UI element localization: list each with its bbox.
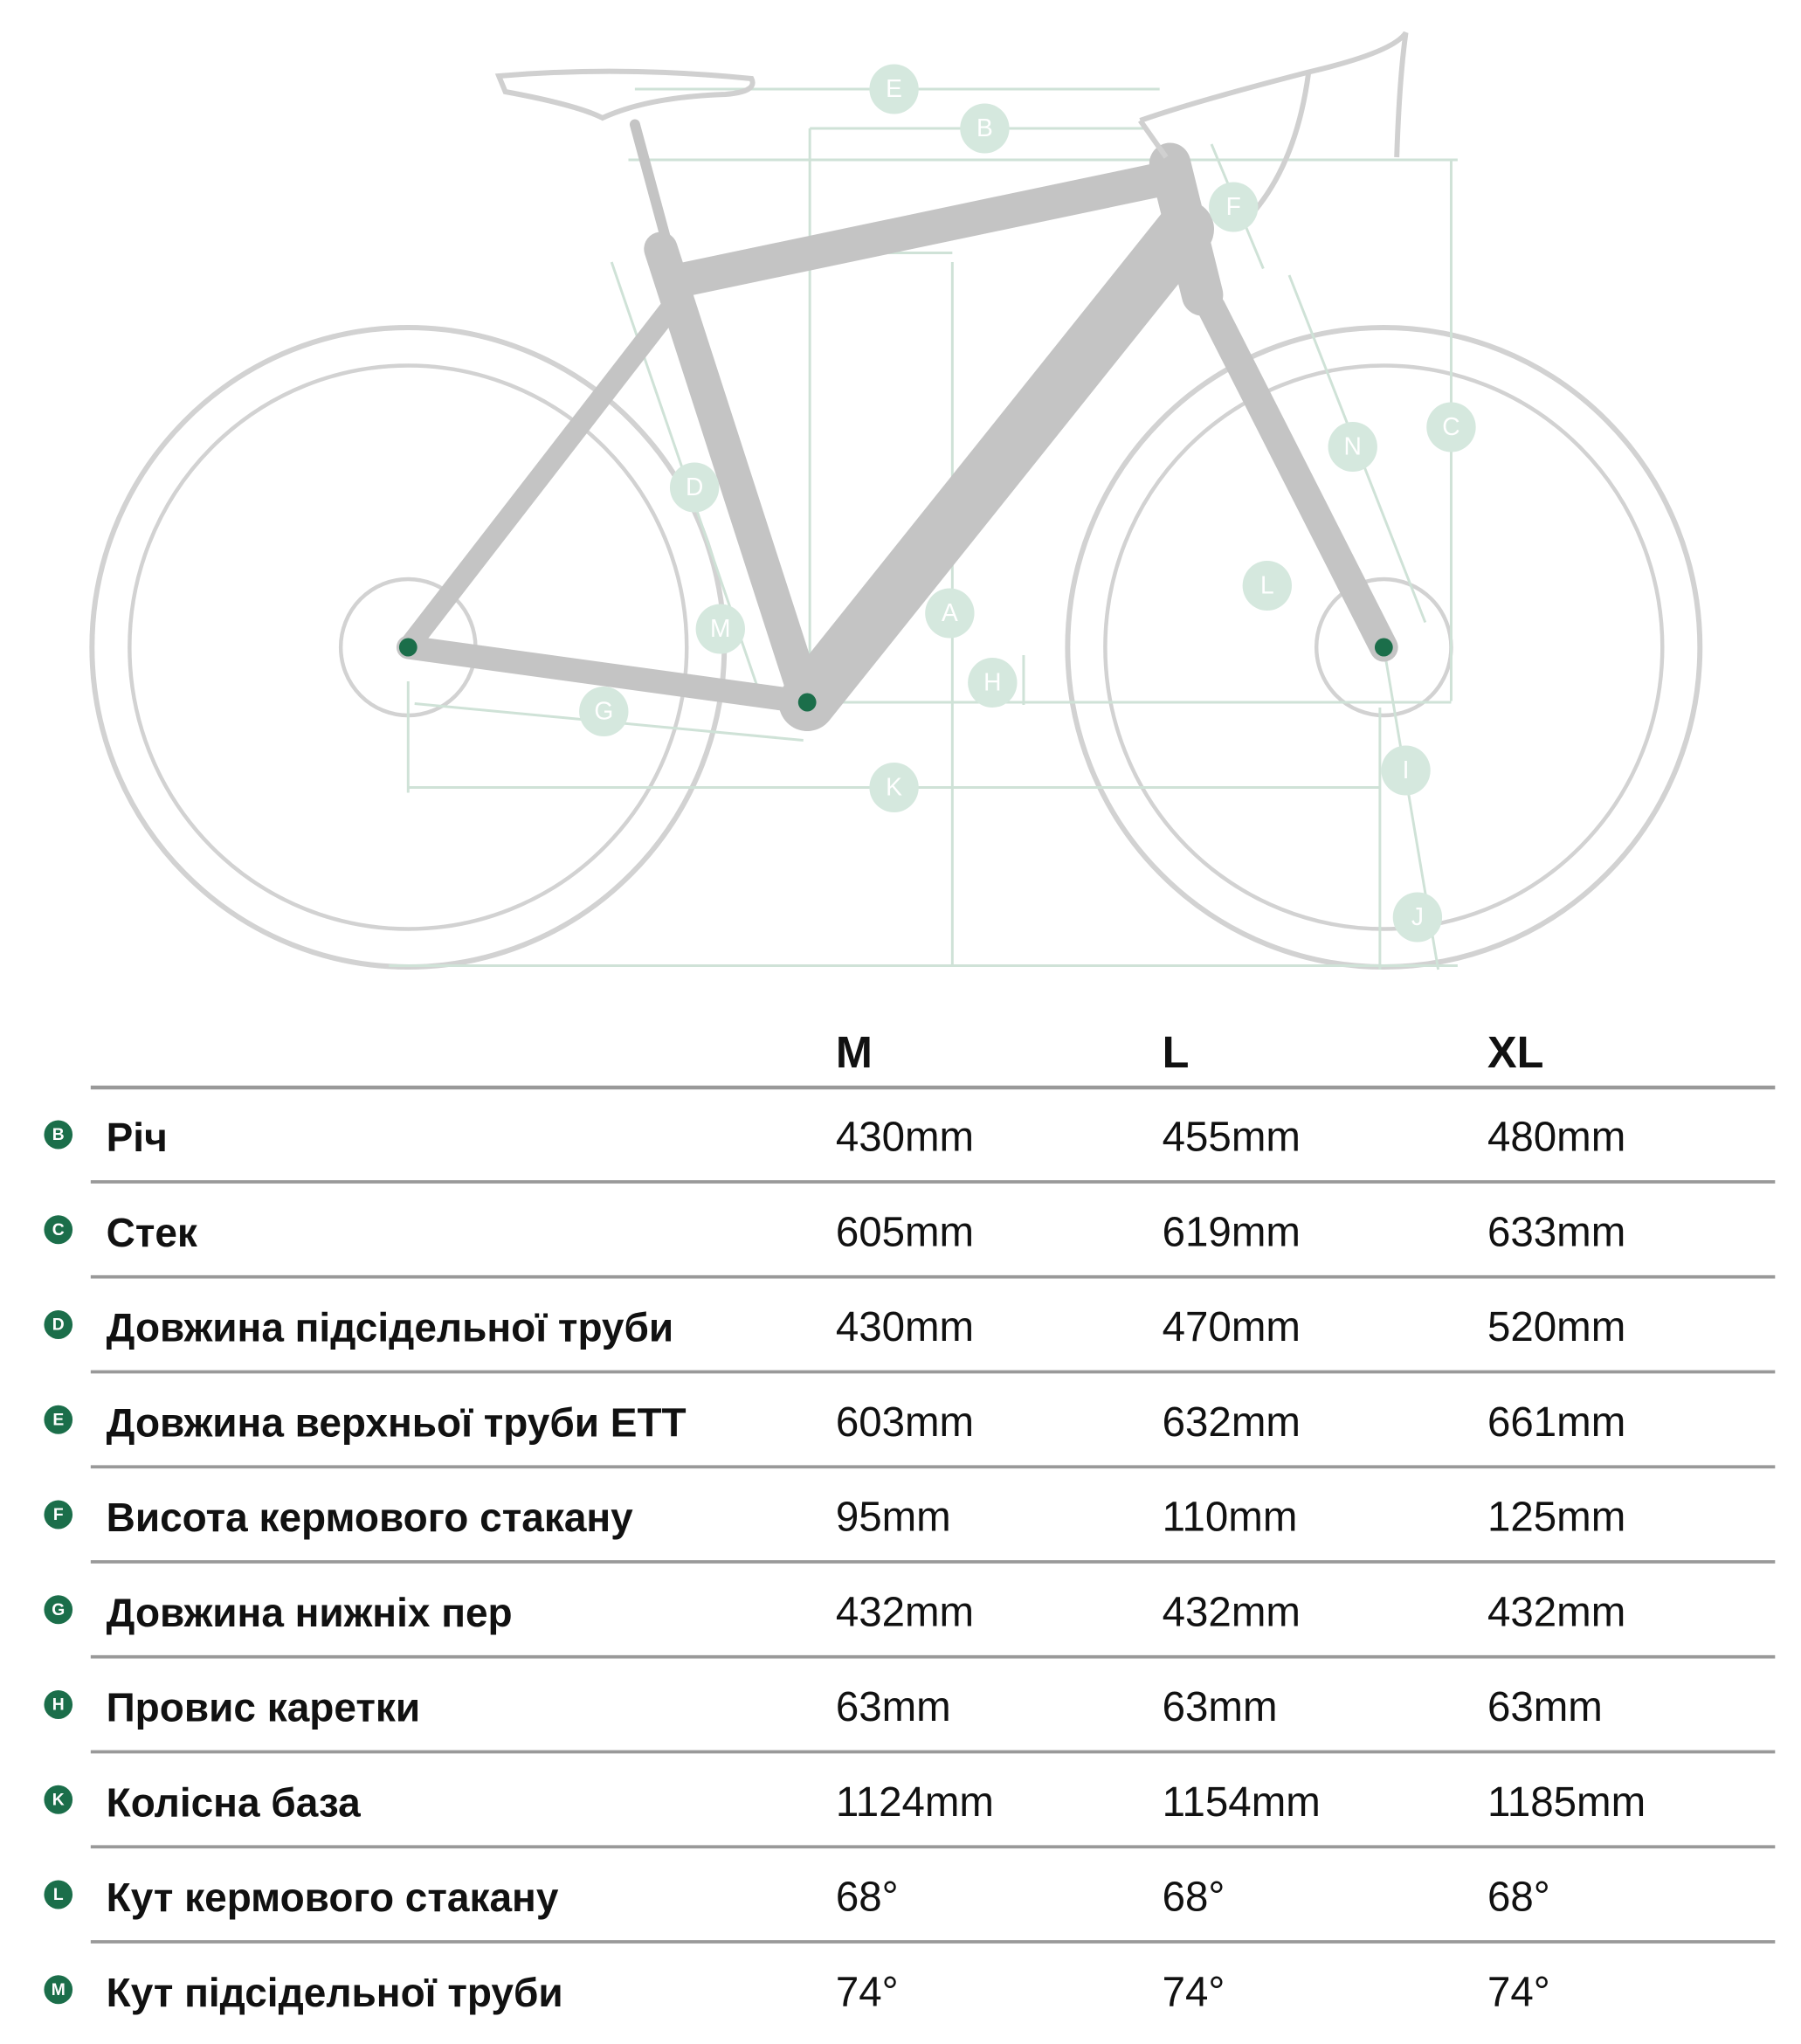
row-value: 1124mm xyxy=(836,1779,994,1826)
dimension-letter: F xyxy=(1226,193,1241,221)
row-value: 1185mm xyxy=(1487,1779,1646,1826)
row-value: 63mm xyxy=(1163,1684,1278,1730)
dimension-badge xyxy=(579,687,629,736)
key-icon xyxy=(44,1880,73,1909)
size-header: XL xyxy=(1487,1027,1543,1077)
dimension-letter: G xyxy=(594,697,613,725)
row-value: 68° xyxy=(1487,1874,1550,1920)
dimension-letter: I xyxy=(1403,756,1410,784)
row-label: Провис каретки xyxy=(107,1684,421,1730)
row-value: 68° xyxy=(1163,1874,1225,1920)
row-value: 632mm xyxy=(1163,1399,1301,1446)
dimension-letter: H xyxy=(983,668,1001,696)
row-value: 125mm xyxy=(1487,1494,1625,1540)
key-letter: B xyxy=(52,1125,65,1144)
row-value: 470mm xyxy=(1163,1304,1301,1350)
row-label: Висота кермового стакану xyxy=(107,1495,633,1540)
dimension-badge xyxy=(869,64,919,114)
key-letter: C xyxy=(52,1220,65,1240)
dimension-letter: C xyxy=(1442,413,1459,441)
dimension-badge xyxy=(960,103,1010,154)
bike-drawing xyxy=(89,31,1703,970)
dimension-badge xyxy=(695,604,745,654)
row-label: Стек xyxy=(107,1210,198,1255)
key-letter: F xyxy=(53,1505,64,1524)
key-icon xyxy=(44,1975,73,2005)
dimension-badge xyxy=(968,658,1018,708)
key-icon xyxy=(44,1215,73,1245)
row-label: Довжина нижніх пер xyxy=(107,1590,513,1635)
dimension-badge xyxy=(925,588,975,639)
row-value: 1154mm xyxy=(1163,1779,1321,1826)
row-value: 432mm xyxy=(1163,1589,1301,1635)
dimension-letter: J xyxy=(1411,903,1424,931)
size-header: M xyxy=(836,1027,873,1077)
dimension-badge xyxy=(1381,745,1431,796)
key-letter: H xyxy=(52,1695,65,1714)
dimension-letter: B xyxy=(976,114,993,142)
row-value: 520mm xyxy=(1487,1304,1625,1350)
key-letter: M xyxy=(52,1980,66,1999)
size-header: L xyxy=(1163,1027,1190,1077)
key-icon xyxy=(44,1120,73,1150)
row-value: 603mm xyxy=(836,1399,974,1446)
row-label: Річ xyxy=(107,1115,168,1160)
row-value: 95mm xyxy=(836,1494,951,1540)
dimension-badge xyxy=(1242,561,1293,611)
dimension-badge xyxy=(869,763,919,812)
row-label: Кут підсідельної труби xyxy=(107,1970,563,2015)
row-value: 63mm xyxy=(836,1684,951,1730)
row-value: 74° xyxy=(1487,1969,1550,2015)
key-icon xyxy=(44,1595,73,1625)
row-value: 74° xyxy=(836,1969,899,2015)
row-value: 432mm xyxy=(1487,1589,1625,1635)
row-value: 633mm xyxy=(1487,1209,1625,1255)
row-value: 74° xyxy=(1163,1969,1225,2015)
dimension-badge xyxy=(1209,182,1259,232)
row-value: 430mm xyxy=(836,1114,974,1160)
row-value: 661mm xyxy=(1487,1399,1625,1446)
row-label: Колісна база xyxy=(107,1779,361,1825)
dimension-letter: L xyxy=(1260,571,1274,599)
key-icon xyxy=(44,1785,73,1814)
dimension-letter: M xyxy=(710,615,730,643)
key-letter: L xyxy=(53,1885,64,1904)
dimension-letter: N xyxy=(1344,432,1362,460)
row-value: 110mm xyxy=(1163,1494,1298,1540)
dimension-letter: D xyxy=(686,473,703,501)
dimension-badge xyxy=(1392,892,1443,943)
row-label: Довжина підсідельної труби xyxy=(107,1304,674,1350)
key-letter: E xyxy=(52,1410,64,1429)
key-icon xyxy=(44,1310,73,1339)
dimension-letter: E xyxy=(886,75,902,103)
row-value: 480mm xyxy=(1487,1114,1625,1160)
dimension-badge xyxy=(669,462,720,513)
key-letter: K xyxy=(52,1790,65,1809)
key-letter: G xyxy=(52,1600,65,1619)
key-letter: D xyxy=(52,1315,65,1334)
row-value: 432mm xyxy=(836,1589,974,1635)
row-label: Кут кермового стакану xyxy=(107,1875,559,1920)
key-icon xyxy=(44,1500,73,1530)
row-value: 63mm xyxy=(1487,1684,1603,1730)
dimension-letter: A xyxy=(942,599,958,627)
row-label: Довжина верхньої труби ETT xyxy=(107,1399,687,1445)
dimension-badge xyxy=(1426,402,1476,452)
dimension-badge xyxy=(1328,422,1377,472)
row-value: 455mm xyxy=(1163,1114,1301,1160)
row-value: 605mm xyxy=(836,1209,974,1255)
row-value: 430mm xyxy=(836,1304,974,1350)
dimension-letter: K xyxy=(886,773,902,801)
key-icon xyxy=(44,1690,73,1719)
row-value: 68° xyxy=(836,1874,899,1920)
key-icon xyxy=(44,1405,73,1434)
row-value: 619mm xyxy=(1163,1209,1301,1255)
